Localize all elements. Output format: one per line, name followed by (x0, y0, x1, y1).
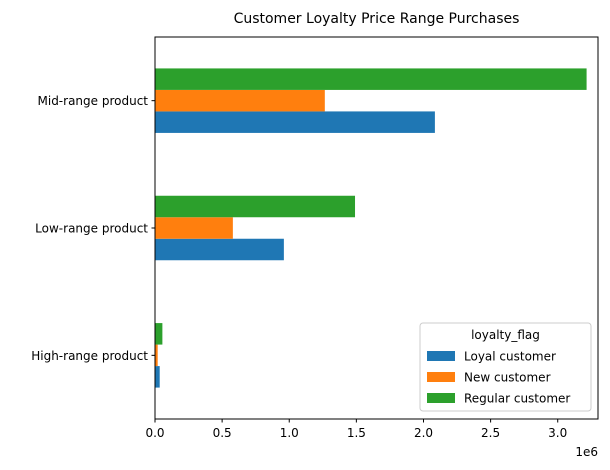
legend-label: New customer (464, 371, 551, 385)
bar-loyal-customer-low-range-product (155, 238, 284, 261)
y-tick-label: Low-range product (35, 222, 148, 236)
legend-swatch (427, 393, 455, 403)
legend: loyalty_flag Loyal customer New customer R… (419, 322, 592, 412)
x-axis: 0.0 0.5 1.0 1.5 2.0 2.5 3.0 (145, 419, 567, 440)
legend-box (419, 322, 592, 412)
bar-new-customer-high-range-product (155, 344, 158, 367)
legend-swatch (427, 372, 455, 382)
x-tick-label: 3.0 (548, 426, 567, 440)
legend-title: loyalty_flag (471, 328, 540, 342)
bar-new-customer-low-range-product (155, 217, 233, 239)
y-tick-label: High-range product (31, 349, 148, 363)
x-tick-label: 1.5 (347, 426, 366, 440)
x-tick-label: 1.0 (280, 426, 299, 440)
legend-label: Regular customer (464, 392, 570, 406)
x-tick-label: 2.0 (414, 426, 433, 440)
bars (155, 68, 587, 388)
bar-loyal-customer-mid-range-product (155, 111, 435, 133)
bar-regular-customer-mid-range-product (155, 68, 587, 90)
bar-new-customer-mid-range-product (155, 89, 325, 112)
x-offset-label: 1e6 (575, 445, 598, 459)
y-tick-label: Mid-range product (38, 94, 149, 108)
chart-title: Customer Loyalty Price Range Purchases (234, 11, 520, 27)
bar-loyal-customer-high-range-product (155, 366, 160, 388)
legend-label: Loyal customer (464, 350, 556, 364)
bar-regular-customer-high-range-product (155, 323, 163, 345)
x-tick-label: 2.5 (481, 426, 500, 440)
legend-swatch (427, 351, 455, 361)
bar-regular-customer-low-range-product (155, 195, 356, 218)
x-tick-label: 0.0 (145, 426, 164, 440)
x-tick-label: 0.5 (213, 426, 232, 440)
y-axis: High-range product Low-range product Mid-r… (31, 94, 155, 363)
